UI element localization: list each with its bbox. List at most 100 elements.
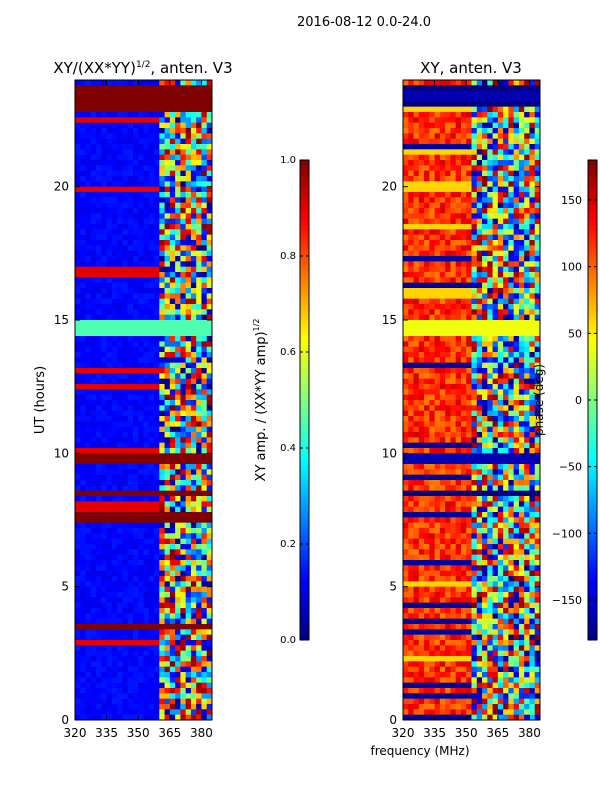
heatmap-cell bbox=[85, 314, 92, 321]
heatmap-cell bbox=[418, 117, 425, 123]
heatmap-cell bbox=[122, 645, 129, 651]
heatmap-cell bbox=[169, 613, 176, 619]
heatmap-cell bbox=[154, 298, 160, 305]
heatmap-cell bbox=[529, 213, 536, 219]
heatmap-cell bbox=[75, 602, 81, 609]
heatmap-cell bbox=[122, 602, 129, 609]
heatmap-cell bbox=[85, 277, 92, 283]
heatmap-cell bbox=[418, 325, 425, 331]
heatmap-cell bbox=[111, 282, 118, 289]
heatmap-cell bbox=[492, 85, 499, 91]
heatmap-cell bbox=[513, 240, 520, 246]
heatmap-cell bbox=[529, 176, 536, 182]
heatmap-cell bbox=[434, 112, 441, 118]
heatmap-cell bbox=[143, 234, 150, 241]
heatmap-cell bbox=[201, 213, 208, 219]
heatmap-cell bbox=[106, 650, 113, 657]
heatmap-cell bbox=[487, 218, 494, 225]
heatmap-cell bbox=[497, 314, 504, 321]
heatmap-cell bbox=[466, 362, 472, 369]
heatmap-cell bbox=[476, 186, 483, 193]
heatmap-cell bbox=[169, 474, 176, 481]
heatmap-cell bbox=[132, 709, 139, 715]
heatmap-cell bbox=[132, 704, 139, 710]
heatmap-cell bbox=[122, 293, 129, 299]
heatmap-cell bbox=[455, 250, 462, 257]
heatmap-cell bbox=[196, 85, 202, 91]
heatmap-cell bbox=[180, 336, 187, 342]
heatmap-cell bbox=[508, 160, 515, 166]
heatmap-cell bbox=[85, 442, 92, 449]
heatmap-cell bbox=[111, 704, 118, 710]
heatmap-cell bbox=[518, 101, 525, 107]
heatmap-cell bbox=[154, 560, 160, 566]
heatmap-cell bbox=[518, 330, 525, 337]
heatmap-cell bbox=[196, 298, 202, 305]
heatmap-cell bbox=[164, 629, 171, 635]
heatmap-cell bbox=[413, 357, 420, 363]
heatmap-cell bbox=[169, 570, 176, 577]
heatmap-cell bbox=[180, 144, 187, 150]
heatmap-cell bbox=[206, 581, 213, 587]
heatmap-cell bbox=[492, 336, 499, 342]
heatmap-cell bbox=[513, 304, 520, 310]
heatmap-cell bbox=[434, 170, 441, 177]
heatmap-cell bbox=[497, 410, 504, 417]
heatmap-cell bbox=[455, 234, 462, 241]
heatmap-cell bbox=[169, 442, 176, 449]
heatmap-cell bbox=[143, 624, 150, 630]
heatmap-cell bbox=[508, 288, 515, 294]
heatmap-cell bbox=[122, 661, 129, 667]
heatmap-cell bbox=[185, 117, 192, 123]
heatmap-cell bbox=[408, 245, 415, 251]
heatmap-cell bbox=[529, 314, 536, 321]
heatmap-cell bbox=[159, 320, 166, 326]
heatmap-cell bbox=[196, 266, 202, 273]
heatmap-cell bbox=[159, 176, 166, 182]
heatmap-cell bbox=[487, 154, 494, 161]
heatmap-cell bbox=[101, 560, 108, 566]
heatmap-cell bbox=[206, 410, 213, 417]
heatmap-cell bbox=[101, 565, 108, 571]
heatmap-cell bbox=[196, 496, 202, 502]
heatmap-cell bbox=[429, 144, 436, 150]
heatmap-cell bbox=[169, 154, 176, 161]
heatmap-cell bbox=[117, 330, 123, 337]
heatmap-cell bbox=[80, 704, 87, 710]
heatmap-cell bbox=[101, 645, 108, 651]
heatmap-cell bbox=[196, 197, 202, 203]
heatmap-cell bbox=[518, 181, 525, 187]
heatmap-cell bbox=[450, 202, 457, 209]
heatmap-cell bbox=[497, 144, 504, 150]
heatmap-cell bbox=[180, 122, 187, 129]
heatmap-cell bbox=[445, 192, 451, 198]
heatmap-cell bbox=[138, 256, 144, 262]
heatmap-cell bbox=[185, 581, 192, 587]
heatmap-cell bbox=[80, 400, 87, 406]
heatmap-cell bbox=[429, 197, 436, 203]
heatmap-cell bbox=[455, 181, 462, 187]
heatmap-cell bbox=[503, 341, 509, 347]
heatmap-cell bbox=[127, 240, 134, 246]
heatmap-cell bbox=[154, 661, 160, 667]
heatmap-cell bbox=[513, 224, 520, 230]
heatmap-cell bbox=[96, 656, 102, 662]
heatmap-cell bbox=[434, 160, 441, 166]
heatmap-cell bbox=[106, 490, 113, 497]
heatmap-cell bbox=[503, 336, 509, 342]
heatmap-cell bbox=[476, 410, 483, 417]
heatmap-cell bbox=[476, 245, 483, 251]
heatmap-cell bbox=[127, 288, 134, 294]
heatmap-cell bbox=[403, 410, 409, 417]
heatmap-cell bbox=[487, 117, 494, 123]
heatmap-cell bbox=[85, 368, 92, 374]
heatmap-cell bbox=[482, 138, 488, 145]
heatmap-cell bbox=[424, 101, 430, 107]
heatmap-cell bbox=[96, 618, 102, 625]
heatmap-cell bbox=[439, 160, 446, 166]
heatmap-cell bbox=[518, 416, 525, 422]
heatmap-cell bbox=[148, 133, 155, 139]
heatmap-cell bbox=[201, 112, 208, 118]
heatmap-cell bbox=[143, 432, 150, 438]
heatmap-cell bbox=[138, 96, 144, 102]
